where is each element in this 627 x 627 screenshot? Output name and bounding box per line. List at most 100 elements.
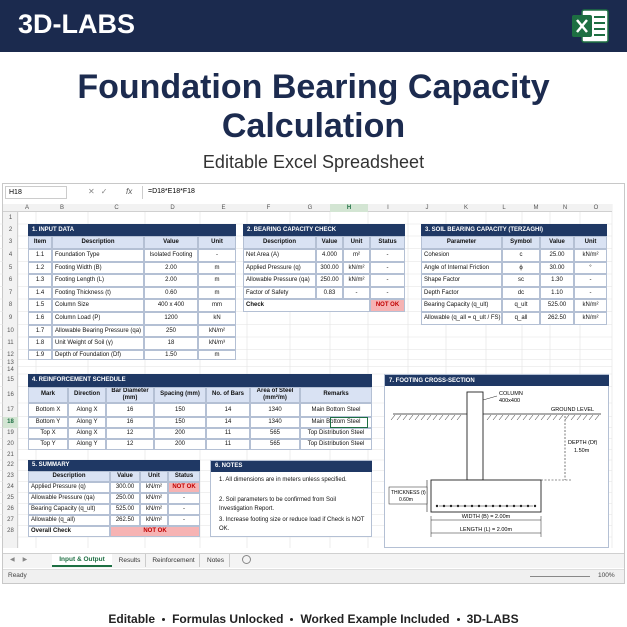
- section-title: 2. BEARING CAPACITY CHECK: [243, 224, 405, 236]
- thickness-value: 0.60m: [399, 497, 413, 503]
- width-label: WIDTH (B) = 2.00m: [462, 514, 511, 520]
- table-cell: c: [502, 248, 540, 262]
- column-size: 400x400: [499, 398, 520, 404]
- note-item: 2. Soil parameters to be confirmed from …: [219, 497, 337, 512]
- table-cell: Angle of Internal Friction: [421, 261, 502, 274]
- footer-item: Formulas Unlocked: [172, 612, 284, 626]
- table-cell: 400 x 400: [144, 299, 198, 312]
- table-cell: 12: [106, 438, 154, 450]
- table-cell: Unit Weight of Soil (γ): [52, 337, 144, 350]
- check-status: NOT OK: [370, 299, 405, 312]
- table-cell: -: [168, 492, 200, 504]
- table-cell: m: [198, 274, 236, 287]
- row-number: 28: [7, 528, 14, 535]
- sheet-tab[interactable]: Reinforcement: [148, 554, 200, 567]
- table-cell: 25.00: [540, 248, 574, 262]
- add-sheet[interactable]: [242, 555, 251, 564]
- table-cell: Applied Pressure (q): [28, 481, 110, 493]
- table-cell: q_ult: [502, 299, 540, 312]
- table-cell: Footing Width (B): [52, 261, 144, 274]
- table-cell: Net Area (A): [243, 248, 316, 262]
- table-cell: NOT OK: [168, 481, 200, 493]
- drawing-line: [534, 414, 540, 421]
- drawing-line: [450, 414, 456, 421]
- name-box[interactable]: H18: [5, 186, 67, 199]
- thickness-box: [388, 486, 428, 505]
- drawing-line: [420, 414, 426, 421]
- rebar: [435, 504, 439, 508]
- drawing-line: [564, 414, 570, 421]
- table-cell: -: [343, 286, 370, 299]
- sheet-tab[interactable]: Notes: [202, 554, 230, 567]
- sheet-tab[interactable]: Results: [114, 554, 146, 567]
- drawing-line: [504, 414, 510, 421]
- table-cell: -: [198, 248, 236, 262]
- drawing-line: [570, 414, 576, 421]
- drawing-line: [426, 414, 432, 421]
- table-cell: 1.50: [144, 349, 198, 360]
- table-cell: Factor of Safety: [243, 286, 316, 299]
- table-cell: 1.5: [28, 299, 52, 312]
- row-number: 5: [8, 264, 13, 271]
- table-header: Parameter: [421, 236, 502, 249]
- thickness-label: THICKNESS (t): [391, 490, 426, 496]
- table-cell: 11: [206, 427, 250, 439]
- table-cell: Allowable (q_all = q_ult / FS): [421, 311, 502, 325]
- formula-input[interactable]: =D18*E18*F18: [142, 186, 622, 199]
- table-cell: Top X: [28, 427, 68, 439]
- row-number: 3: [8, 239, 13, 246]
- table-cell: 16: [106, 403, 154, 417]
- table-cell: Applied Pressure (q): [243, 261, 316, 274]
- table-cell: 18: [144, 337, 198, 350]
- table-cell: 4.000: [316, 248, 343, 262]
- table-cell: kN: [198, 311, 236, 325]
- table-cell: Footing Length (L): [52, 274, 144, 287]
- column: [466, 391, 484, 481]
- table-cell: dc: [502, 286, 540, 299]
- table-header: Unit: [140, 470, 168, 482]
- column-letter: D: [170, 205, 175, 211]
- row-number: 9: [8, 315, 13, 321]
- table-cell: Footing Thickness (t): [52, 286, 144, 299]
- drawing-line: [482, 395, 498, 401]
- column-letter: E: [221, 205, 226, 211]
- sheet-tab[interactable]: Input & Output: [52, 554, 112, 567]
- table-cell: 1.1: [28, 248, 52, 262]
- table-cell: 14: [206, 403, 250, 417]
- table-cell: 0.83: [316, 286, 343, 299]
- table-cell: Main Bottom Steel: [300, 403, 372, 417]
- table-cell: Allowable Pressure (qa): [243, 274, 316, 287]
- title: Foundation Bearing Capacity Calculation: [77, 68, 550, 145]
- row-number: 26: [7, 506, 14, 512]
- table-cell: kN/m²: [140, 481, 168, 493]
- column-letter: M: [533, 205, 539, 211]
- drawing-line: [408, 414, 414, 421]
- separator-dot: [456, 618, 460, 622]
- table-cell: 1.30: [540, 274, 574, 287]
- section-title: 1. INPUT DATA: [28, 224, 236, 236]
- column-label: COLUMN: [499, 391, 523, 397]
- table-cell: 262.50: [540, 311, 574, 325]
- table-cell: 12: [106, 427, 154, 439]
- row-number: 15: [7, 377, 14, 384]
- column-letter: H: [330, 204, 368, 212]
- table-cell: Allowable (q_all): [28, 514, 110, 526]
- table-cell: kN/m²: [140, 492, 168, 504]
- drawing-line: [522, 414, 528, 421]
- table-cell: kN/m²: [343, 274, 370, 287]
- column-letter: G: [307, 205, 313, 211]
- zoom-slider[interactable]: [530, 576, 590, 577]
- row-number: 18: [3, 416, 18, 428]
- table-cell: 525.00: [110, 503, 140, 515]
- table-cell: -: [370, 261, 405, 274]
- table-header: Status: [370, 236, 405, 249]
- table-cell: 1340: [250, 403, 300, 417]
- column-letter: J: [425, 205, 429, 211]
- table-cell: 300.00: [110, 481, 140, 493]
- table-cell: kN/m²: [574, 248, 607, 262]
- table-header: Bar Diameter (mm): [106, 386, 154, 403]
- table-cell: 150: [154, 403, 206, 417]
- table-header: Remarks: [300, 386, 372, 403]
- table-cell: 11: [206, 438, 250, 450]
- table-cell: Depth of Foundation (Df): [52, 349, 144, 360]
